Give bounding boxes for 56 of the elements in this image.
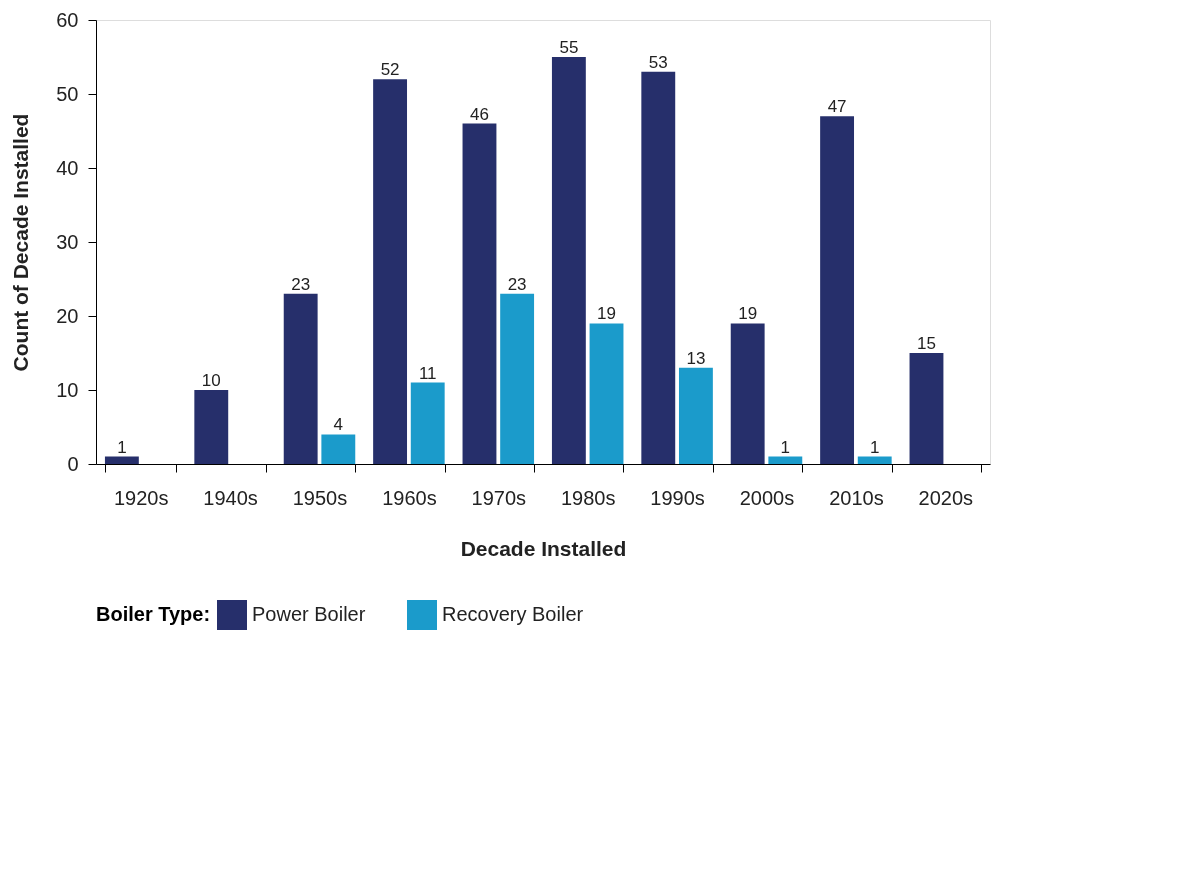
data-label: 19	[738, 304, 758, 324]
data-label: 11	[418, 363, 437, 383]
bar	[373, 79, 408, 464]
x-tick-label: 1920s	[113, 486, 169, 509]
legend-title: Boiler Type:	[96, 603, 211, 625]
x-tick-label: 1980s	[560, 486, 616, 509]
y-tick-label: 40	[56, 156, 79, 179]
y-tick-label: 50	[56, 82, 79, 105]
bar	[500, 293, 535, 464]
x-tick-label: 1970s	[471, 486, 527, 509]
x-tick-label: 2000s	[739, 486, 795, 509]
bar	[410, 382, 445, 464]
bar	[768, 456, 803, 464]
data-label: 1	[780, 437, 791, 457]
x-tick-label: 1950s	[292, 486, 348, 509]
data-label: 52	[380, 60, 400, 80]
data-label: 23	[291, 274, 311, 294]
legend-label: Power Boiler	[252, 603, 366, 625]
data-label: 19	[597, 304, 616, 324]
bar	[321, 434, 356, 464]
y-tick-label: 10	[56, 378, 79, 401]
bar	[641, 71, 676, 464]
bar	[857, 456, 892, 464]
x-tick-label: 1990s	[650, 486, 705, 509]
bar	[194, 390, 229, 464]
bar	[551, 57, 586, 464]
data-label: 47	[827, 97, 847, 117]
data-label: 15	[917, 334, 936, 353]
bar	[909, 353, 944, 464]
bar	[730, 323, 765, 464]
x-tick-label: 2020s	[918, 486, 974, 509]
bar	[678, 367, 713, 464]
bar	[820, 116, 855, 464]
x-tick-label: 1940s	[203, 486, 258, 509]
bar	[589, 323, 624, 464]
bar	[462, 123, 497, 464]
data-label: 46	[470, 104, 489, 124]
data-label: 23	[507, 274, 527, 294]
data-label: 10	[201, 371, 221, 390]
data-label: 53	[648, 52, 668, 72]
y-tick-label: 30	[56, 230, 79, 253]
data-label: 4	[333, 415, 344, 435]
legend-label: Recovery Boiler	[442, 603, 584, 625]
x-axis-title: Decade Installed	[460, 536, 627, 560]
x-tick-label: 1960s	[382, 486, 437, 509]
data-label: 1	[117, 437, 127, 457]
y-tick-label: 60	[56, 8, 79, 31]
bar	[283, 293, 318, 464]
bar	[104, 456, 139, 464]
y-tick-label: 20	[56, 304, 79, 327]
data-label: 1	[869, 437, 880, 457]
y-axis-title: Count of Decade Installed	[9, 113, 33, 372]
data-label: 55	[559, 38, 579, 57]
x-tick-label: 2010s	[829, 486, 884, 509]
y-tick-label: 0	[67, 452, 79, 475]
data-label: 13	[686, 348, 706, 368]
